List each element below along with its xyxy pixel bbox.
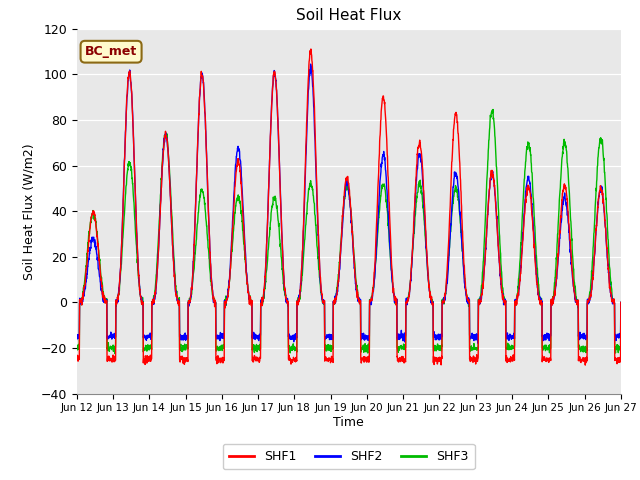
SHF2	[365, 337, 372, 343]
SHF2	[584, 301, 592, 307]
Line: SHF2: SHF2	[77, 64, 621, 343]
SHF2	[307, 61, 314, 67]
Line: SHF3: SHF3	[77, 109, 621, 353]
SHF3	[508, 345, 515, 351]
Title: Soil Heat Flux: Soil Heat Flux	[296, 9, 401, 24]
SHF2	[225, 287, 232, 292]
SHF2	[474, 340, 482, 346]
SHF2	[617, 300, 625, 305]
SHF2	[376, 174, 384, 180]
SHF3	[73, 348, 81, 353]
SHF3	[489, 107, 497, 112]
SHF3	[584, 297, 592, 303]
SHF1	[569, 277, 577, 283]
SHF3	[376, 197, 384, 203]
SHF1	[307, 46, 315, 52]
SHF1	[365, 353, 372, 359]
Text: BC_met: BC_met	[85, 45, 137, 58]
X-axis label: Time: Time	[333, 416, 364, 429]
SHF2	[508, 335, 515, 340]
SHF1	[617, 300, 625, 305]
Y-axis label: Soil Heat Flux (W/m2): Soil Heat Flux (W/m2)	[22, 143, 35, 279]
SHF1	[73, 353, 81, 359]
SHF2	[570, 281, 577, 287]
Line: SHF1: SHF1	[77, 49, 621, 365]
SHF1	[581, 362, 589, 368]
SHF1	[225, 288, 232, 294]
SHF3	[365, 346, 372, 352]
SHF1	[376, 127, 384, 132]
SHF2	[73, 336, 81, 342]
SHF3	[570, 262, 577, 268]
SHF1	[584, 298, 592, 304]
Legend: SHF1, SHF2, SHF3: SHF1, SHF2, SHF3	[223, 444, 475, 469]
SHF3	[225, 282, 232, 288]
SHF3	[617, 300, 625, 305]
SHF1	[507, 358, 515, 364]
SHF3	[111, 350, 118, 356]
